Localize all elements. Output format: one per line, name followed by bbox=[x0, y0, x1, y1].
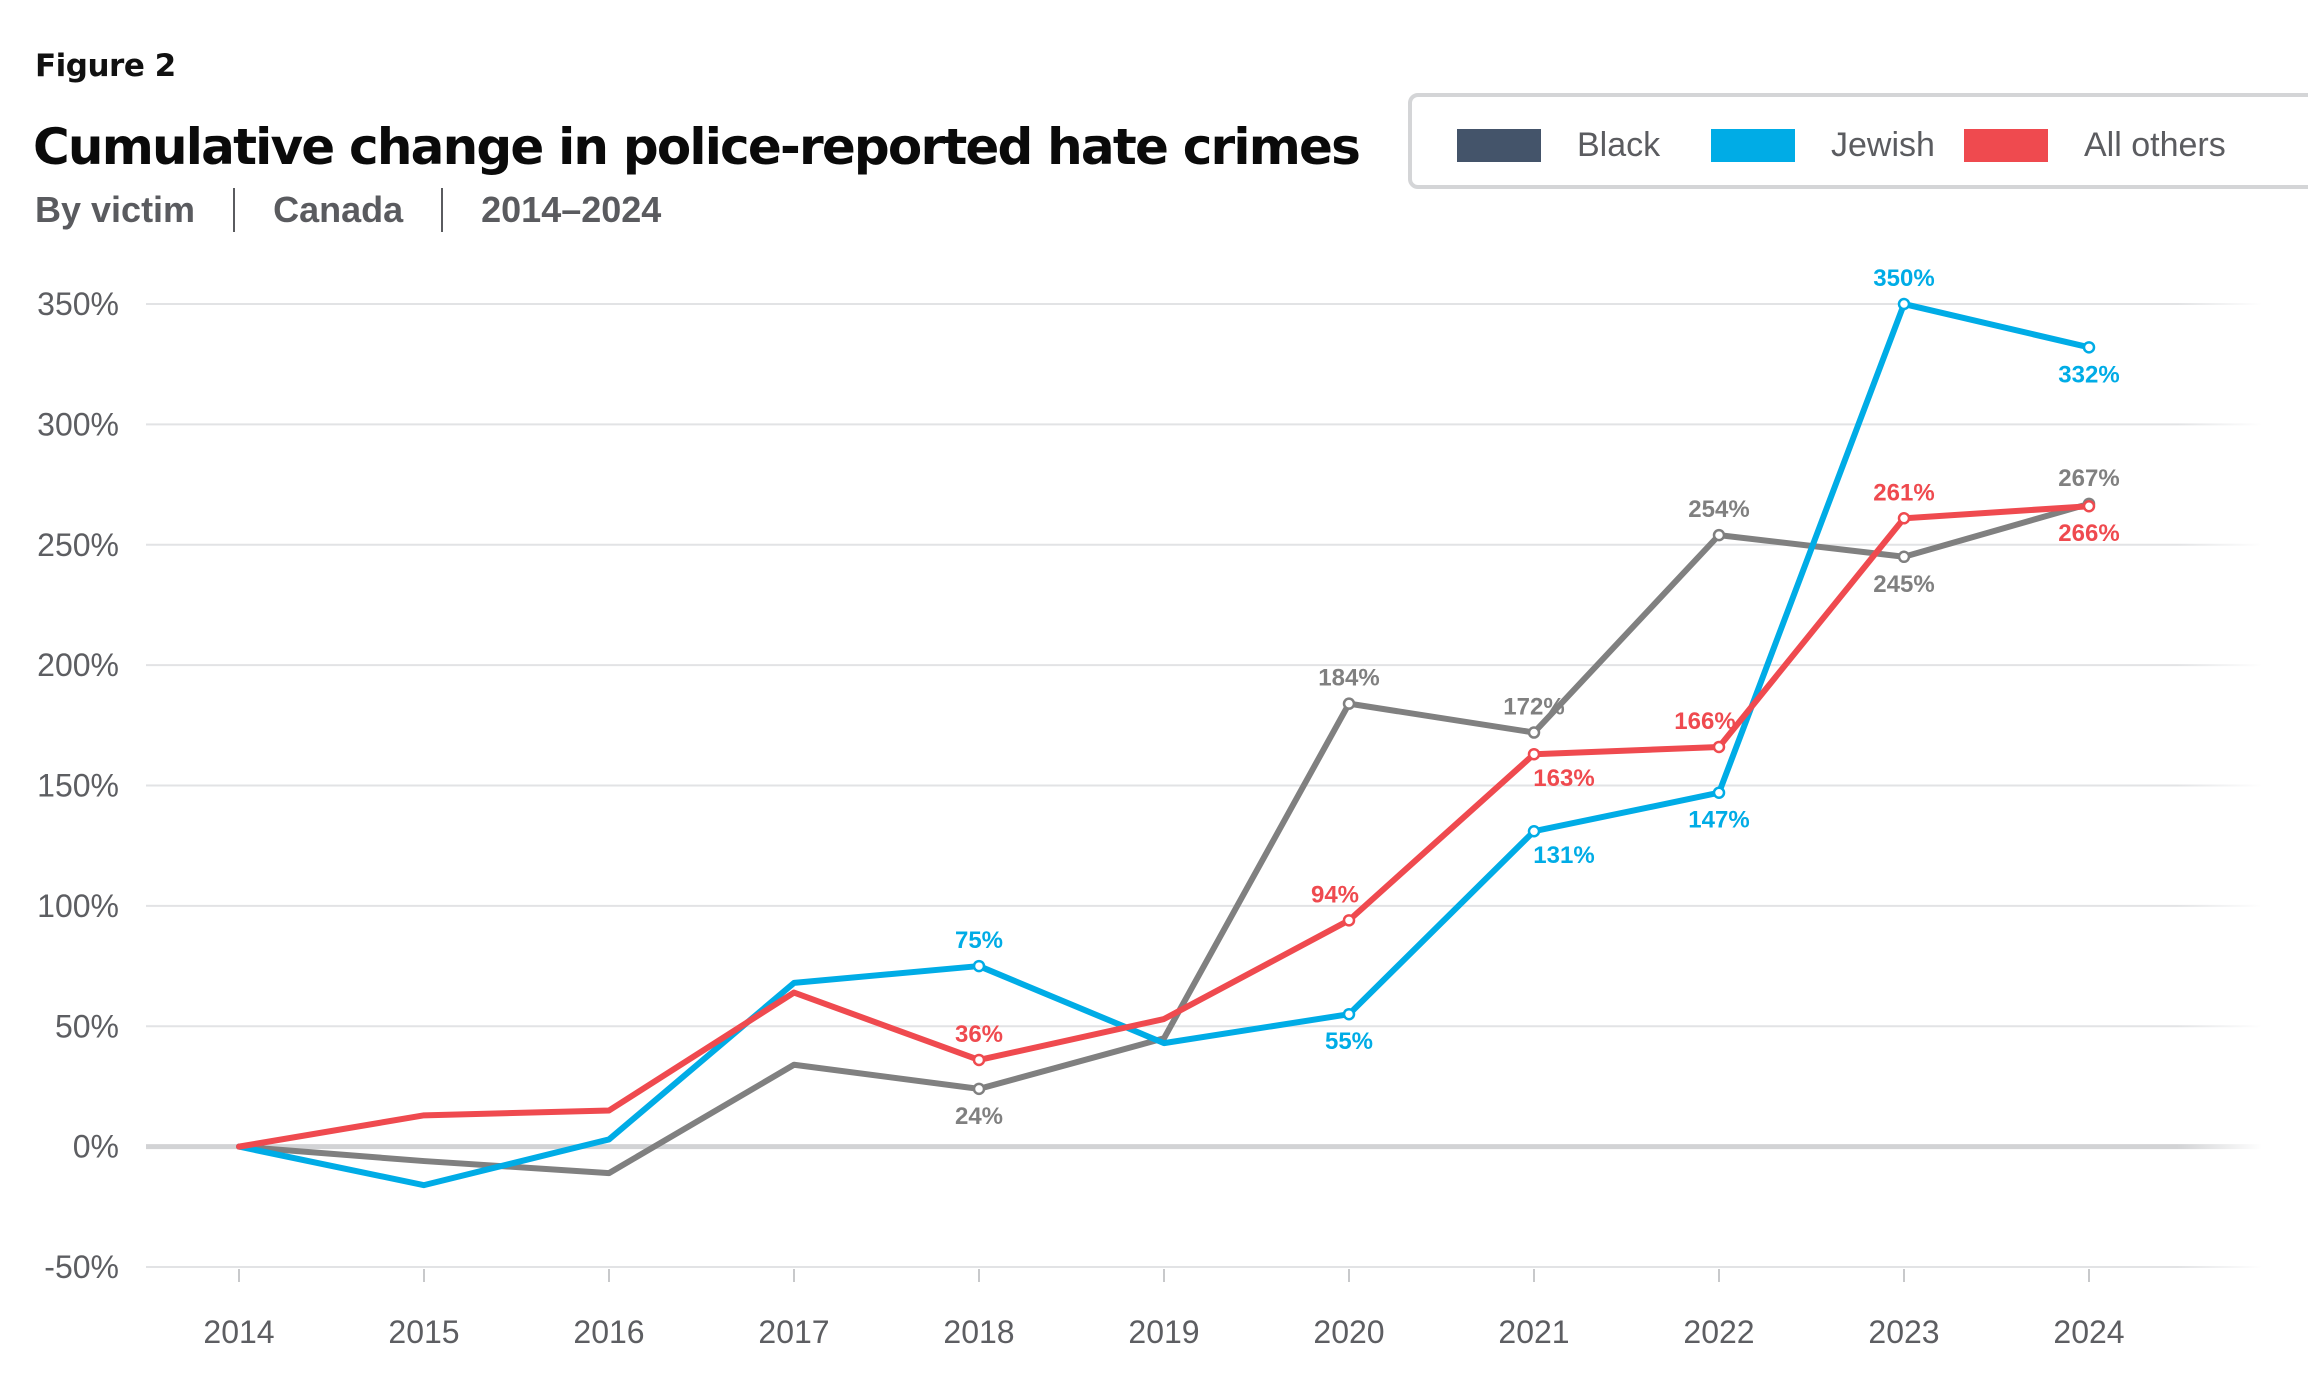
subtitle-separator bbox=[441, 188, 444, 232]
y-tick-label: 250% bbox=[37, 527, 119, 563]
data-label-jewish: 55% bbox=[1325, 1028, 1373, 1055]
gridline bbox=[146, 664, 2262, 667]
data-label-jewish: 131% bbox=[1533, 842, 1594, 869]
legend-label: Jewish bbox=[1831, 125, 1935, 164]
y-tick-label: 50% bbox=[55, 1008, 119, 1044]
x-tick-label: 2021 bbox=[1498, 1314, 1569, 1350]
x-tick-label: 2020 bbox=[1313, 1314, 1384, 1350]
x-tick-label: 2022 bbox=[1683, 1314, 1754, 1350]
subtitle-separator bbox=[233, 188, 236, 232]
chart-subtitle: By victim Canada 2014–2024 bbox=[35, 188, 661, 232]
legend-item-all-others[interactable]: All others bbox=[1964, 125, 2226, 164]
y-tick-label: 300% bbox=[37, 406, 119, 442]
x-tick-label: 2014 bbox=[203, 1314, 274, 1350]
data-point-black bbox=[1527, 726, 1541, 739]
series-line-jewish bbox=[236, 301, 2092, 1189]
data-point-jewish bbox=[1712, 786, 1726, 799]
data-label-black: 245% bbox=[1873, 571, 1934, 598]
gridline bbox=[146, 303, 2262, 305]
x-tick-label: 2016 bbox=[573, 1314, 644, 1350]
gridline bbox=[146, 904, 2262, 907]
x-tick-label: 2019 bbox=[1128, 1314, 1199, 1350]
y-tick-label: -50% bbox=[44, 1249, 119, 1285]
data-point-all-others bbox=[1527, 747, 1541, 761]
data-point-all-others bbox=[1712, 740, 1726, 754]
data-label-all-others: 266% bbox=[2058, 520, 2119, 547]
data-label-jewish: 75% bbox=[955, 927, 1003, 954]
x-tick-label: 2017 bbox=[758, 1314, 829, 1350]
figure-label: Figure 2 bbox=[35, 48, 176, 84]
series-line-black bbox=[236, 500, 2092, 1177]
subtitle-victim: By victim bbox=[35, 189, 196, 230]
x-tick-label: 2018 bbox=[943, 1314, 1014, 1350]
subtitle-region: Canada bbox=[273, 189, 404, 230]
data-label-black: 184% bbox=[1318, 665, 1379, 692]
y-tick-label: 350% bbox=[37, 286, 119, 322]
x-tick-label: 2024 bbox=[2053, 1314, 2124, 1350]
data-point-all-others bbox=[2082, 499, 2096, 513]
data-label-jewish: 350% bbox=[1873, 265, 1934, 292]
legend-item-black[interactable]: Black bbox=[1457, 125, 1661, 164]
y-tick-label: 0% bbox=[73, 1129, 119, 1165]
legend-swatch-all-others bbox=[1964, 128, 2048, 162]
legend-swatch-black bbox=[1457, 128, 1541, 162]
data-label-black: 254% bbox=[1688, 496, 1749, 523]
data-label-jewish: 147% bbox=[1688, 807, 1749, 834]
legend: Black Jewish All others bbox=[1408, 93, 2308, 189]
data-point-black bbox=[972, 1082, 986, 1096]
zero-line bbox=[146, 1144, 2262, 1150]
data-point-all-others bbox=[972, 1053, 986, 1067]
subtitle-period: 2014–2024 bbox=[481, 189, 662, 230]
data-label-jewish: 332% bbox=[2058, 361, 2119, 388]
gridline bbox=[146, 543, 2262, 546]
data-point-jewish bbox=[1897, 297, 1911, 311]
legend-label: Black bbox=[1577, 125, 1661, 164]
x-tick-label: 2015 bbox=[388, 1314, 459, 1350]
y-tick-label: 100% bbox=[37, 888, 119, 924]
legend-item-jewish[interactable]: Jewish bbox=[1711, 125, 1935, 164]
data-point-jewish bbox=[2082, 341, 2096, 354]
y-tick-label: 150% bbox=[37, 768, 119, 804]
data-label-all-others: 94% bbox=[1311, 881, 1359, 908]
data-point-black bbox=[1897, 550, 1911, 564]
legend-swatch-jewish bbox=[1711, 128, 1795, 162]
gridline bbox=[146, 423, 2262, 426]
data-point-black bbox=[1712, 528, 1726, 542]
data-point-jewish bbox=[1527, 824, 1541, 838]
data-label-black: 172% bbox=[1503, 694, 1564, 721]
gridline bbox=[146, 784, 2262, 787]
data-point-all-others bbox=[1897, 512, 1911, 525]
data-point-all-others bbox=[1342, 914, 1356, 927]
gridline bbox=[146, 1025, 2262, 1028]
data-label-black: 24% bbox=[955, 1103, 1003, 1130]
gridline bbox=[146, 1266, 2262, 1268]
data-label-black: 267% bbox=[2058, 465, 2119, 492]
data-label-all-others: 163% bbox=[1533, 765, 1594, 792]
data-label-all-others: 36% bbox=[955, 1021, 1003, 1048]
data-label-all-others: 166% bbox=[1674, 708, 1735, 735]
data-label-all-others: 261% bbox=[1873, 479, 1934, 506]
data-point-black bbox=[1342, 697, 1356, 710]
legend-label: All others bbox=[2084, 125, 2226, 164]
data-point-jewish bbox=[1342, 1007, 1356, 1021]
data-point-jewish bbox=[972, 959, 986, 973]
chart-title: Cumulative change in police-reported hat… bbox=[33, 118, 1361, 176]
y-tick-label: 200% bbox=[37, 647, 119, 683]
x-tick-label: 2023 bbox=[1868, 1314, 1939, 1350]
series-line-all-others bbox=[236, 503, 2092, 1150]
